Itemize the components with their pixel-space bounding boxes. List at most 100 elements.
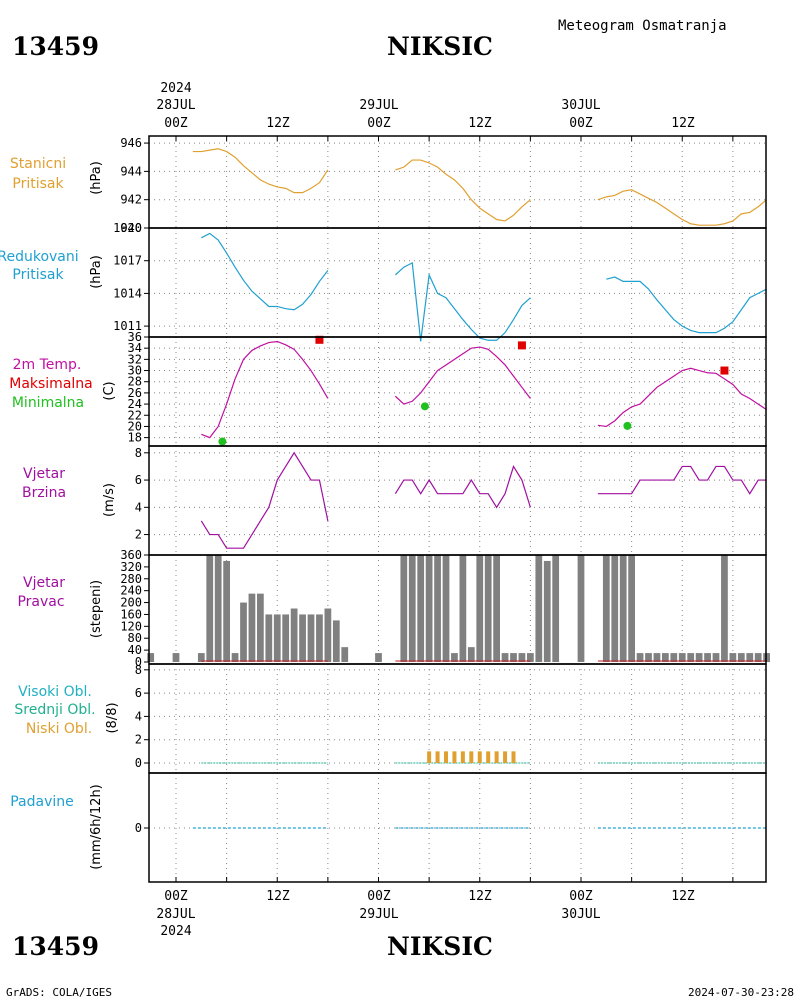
wind-direction-bar — [332, 620, 340, 662]
wind-direction-bar — [400, 555, 408, 662]
p2-ytick-label: 1014 — [113, 286, 142, 300]
frame-layer — [148, 135, 767, 883]
p1-label-2: Pritisak — [12, 176, 64, 192]
wind-direction-bar — [442, 555, 450, 662]
p1-unit: (hPa) — [89, 161, 104, 195]
p4-unit: (m/s) — [102, 483, 117, 517]
p4-ytick-label: 6 — [135, 473, 142, 487]
p7-ytick-label: 0 — [135, 821, 142, 835]
p5-unit: (stepeni) — [89, 580, 104, 638]
p4-label-2: Brzina — [22, 485, 66, 501]
p1-label-1: Stanicni — [10, 156, 66, 172]
p3-ytick-label: 30 — [128, 364, 142, 378]
wind-direction-bar — [257, 593, 264, 662]
p3-label-2: Maksimalna — [9, 376, 93, 392]
low-cloud-bar — [477, 751, 482, 763]
station-name-top: NIKSIC — [387, 32, 493, 61]
wind-direction-bar — [240, 602, 247, 662]
p4-ytick-label: 8 — [135, 446, 142, 460]
wind-speed-line — [394, 465, 531, 509]
wind-direction-bar — [704, 653, 711, 662]
temperature-line — [201, 340, 329, 439]
hour-label-bottom-4: 12Z — [468, 889, 492, 904]
panel-frame — [148, 772, 767, 883]
p3-ytick-label: 36 — [128, 330, 142, 344]
p3-label-3: Minimalna — [12, 395, 84, 411]
low-cloud-bar — [460, 751, 465, 763]
hour-label-top-2: 12Z — [266, 116, 290, 131]
p3-ytick-label: 34 — [128, 341, 142, 355]
day-label-bottom-2: 29JUL — [359, 907, 398, 922]
wind-direction-bar — [518, 653, 526, 662]
wind-direction-bar — [282, 614, 290, 662]
max-temp-marker — [720, 366, 729, 375]
p1-ytick-label: 942 — [120, 193, 142, 207]
wind-direction-bar — [628, 555, 635, 662]
temperature-line — [394, 346, 531, 405]
wind-direction-bar — [248, 593, 256, 662]
timestamp-label: 2024-07-30-23:28 — [688, 986, 794, 999]
low-cloud-bar — [511, 751, 516, 763]
p4-ytick-label: 2 — [135, 528, 142, 542]
low-cloud-bar — [469, 751, 474, 763]
wind-direction-bar — [670, 653, 678, 662]
p5-ytick-label: 240 — [120, 584, 142, 598]
wind-direction-bar — [425, 555, 433, 662]
plot-layer — [147, 148, 770, 829]
min-temp-marker — [218, 437, 227, 446]
wind-direction-bar — [476, 555, 484, 662]
wind-direction-bar — [341, 647, 349, 662]
wind-direction-bar — [712, 653, 720, 662]
wind-direction-bar — [197, 653, 205, 662]
p2-ytick-label: 1017 — [113, 254, 142, 268]
wind-direction-bar — [273, 614, 281, 662]
hour-label-top-1: 00Z — [164, 116, 188, 131]
hour-label-bottom-6: 12Z — [671, 889, 695, 904]
wind-direction-bar — [459, 555, 467, 662]
p4-label-1: Vjetar — [23, 466, 65, 482]
wind-direction-bar — [678, 653, 686, 662]
p5-ytick-label: 160 — [120, 607, 142, 621]
temperature-line — [597, 367, 767, 428]
wind-direction-bar — [231, 653, 239, 662]
max-temp-marker — [517, 341, 526, 350]
min-temp-marker — [420, 402, 429, 411]
product-title: Meteogram Osmatranja — [558, 18, 727, 34]
p6-label-3: Niski Obl. — [26, 721, 92, 737]
p3-ytick-label: 22 — [128, 408, 142, 422]
panel-frame — [148, 663, 767, 774]
wind-direction-bar — [307, 614, 315, 662]
wind-direction-bar — [619, 555, 627, 662]
p3-ytick-label: 32 — [128, 352, 142, 366]
day-label-bottom-3: 30JUL — [561, 907, 600, 922]
p6-label-1: Visoki Obl. — [18, 684, 92, 700]
hour-label-top-3: 00Z — [367, 116, 391, 131]
p3-ytick-label: 26 — [128, 386, 142, 400]
p7-label-1: Padavine — [10, 794, 74, 810]
p1-ytick-label: 946 — [120, 136, 142, 150]
day-label-top-1: 28JUL — [156, 98, 195, 113]
wind-direction-bar — [172, 653, 180, 662]
p6-unit: (8/8) — [105, 702, 120, 733]
p2-label-1: Redukovani — [0, 249, 79, 265]
low-cloud-bar — [494, 751, 499, 763]
p4-ytick-label: 4 — [135, 500, 142, 514]
p3-ytick-label: 24 — [128, 397, 142, 411]
panel-frame — [148, 445, 767, 556]
wind-direction-bar — [265, 614, 273, 662]
low-cloud-bar — [452, 751, 457, 763]
p5-ytick-label: 120 — [120, 619, 142, 633]
wind-direction-bar — [316, 614, 323, 662]
p5-ytick-label: 200 — [120, 596, 142, 610]
p5-ytick-label: 80 — [128, 631, 142, 645]
wind-direction-bar — [451, 653, 458, 662]
wind-direction-bar — [484, 555, 492, 662]
reduced-pressure-line — [394, 261, 531, 342]
wind-direction-bar — [552, 555, 560, 662]
wind-direction-bar — [375, 653, 382, 662]
p6-ytick-label: 4 — [135, 709, 142, 723]
p1-ytick-label: 944 — [120, 164, 142, 178]
wind-direction-bar — [206, 555, 214, 662]
p5-ytick-label: 0 — [135, 655, 142, 669]
